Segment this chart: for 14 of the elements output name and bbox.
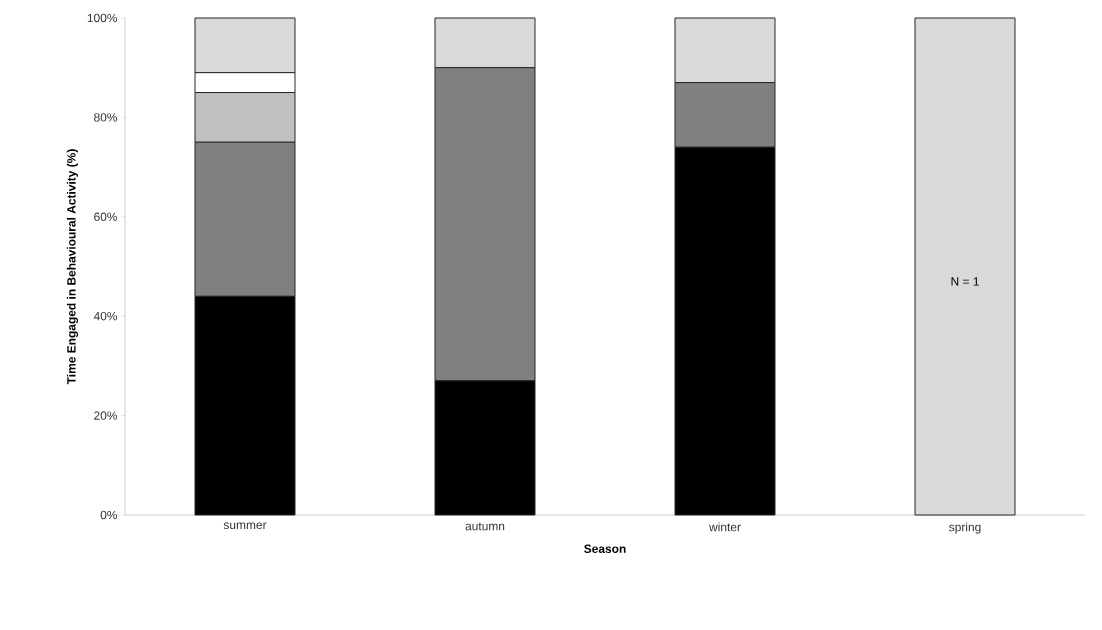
y-tick-label: 60%: [94, 212, 118, 222]
x-tick-label: winter: [709, 522, 741, 532]
y-tick-label: 20%: [94, 411, 118, 420]
x-tick-label: autumn: [465, 522, 505, 531]
bar: [914, 17, 1016, 516]
y-tick-label: 80%: [94, 113, 118, 122]
x-axis-title: Season: [584, 544, 626, 553]
x-tick-label: spring: [949, 522, 981, 534]
y-tick-label: 0%: [100, 510, 118, 520]
y-tick-label: 100%: [87, 13, 118, 23]
y-axis-title: Time Engaged in Behavioural Activity (%): [66, 149, 79, 385]
y-tick-label: 40%: [93, 311, 118, 321]
annotation: N = 1: [951, 277, 979, 286]
x-tick-label: summer: [223, 522, 267, 530]
